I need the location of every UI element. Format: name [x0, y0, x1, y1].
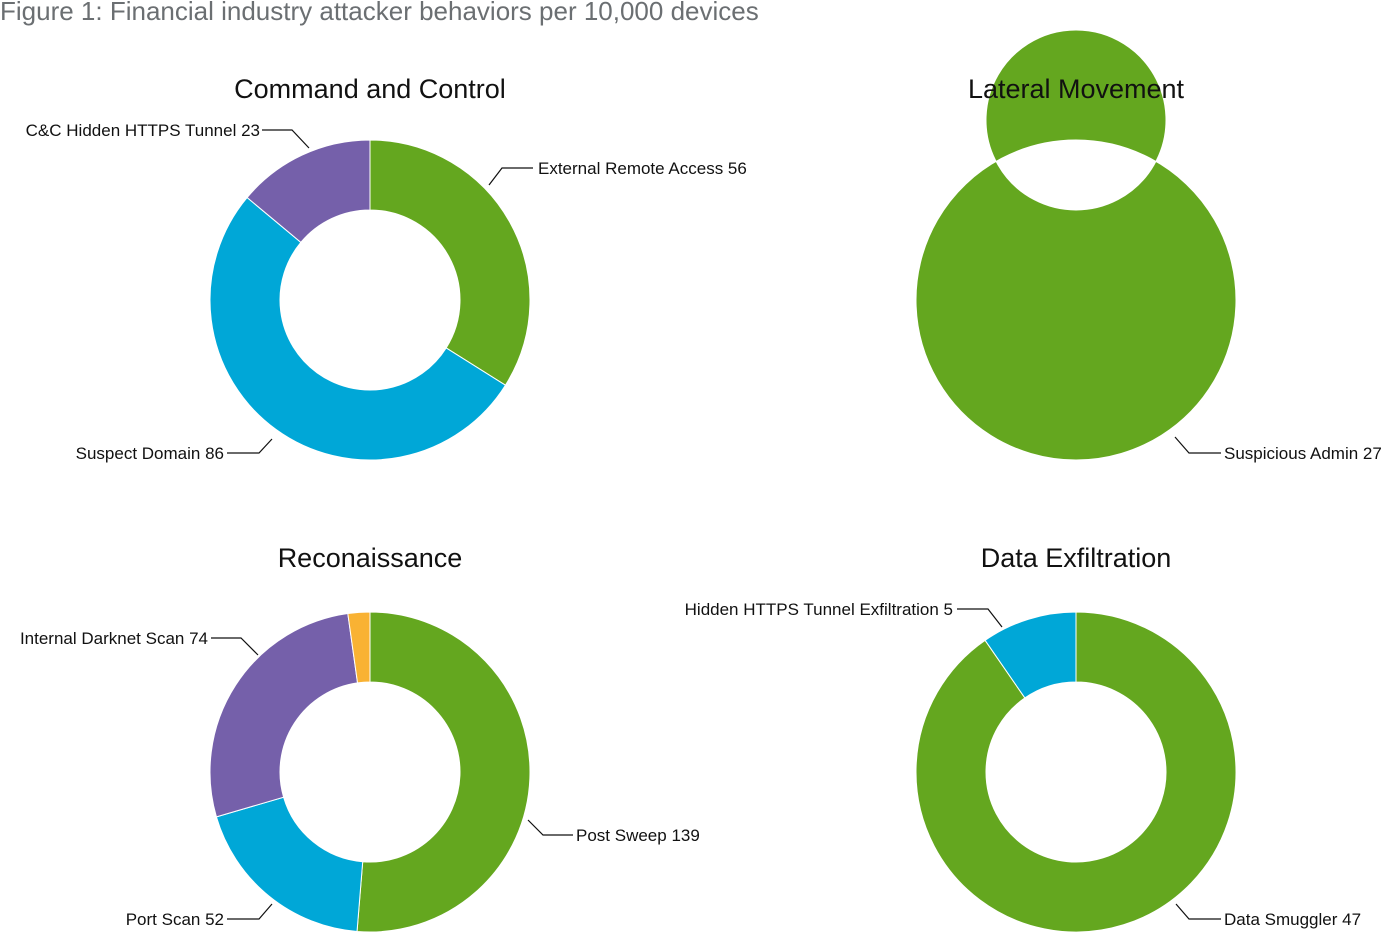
slice-label-external-remote-access: External Remote Access 56	[538, 159, 747, 178]
slice-suspect-domain	[209, 196, 507, 461]
slice-label-c-c-hidden-https-tunnel: C&C Hidden HTTPS Tunnel 23	[26, 121, 260, 140]
leader-line	[211, 637, 259, 656]
slice-internal-darknet-scan	[209, 612, 359, 818]
slice-label-hidden-https-tunnel-exfiltration: Hidden HTTPS Tunnel Exfiltration 5	[685, 600, 953, 619]
slice-label-internal-darknet-scan: Internal Darknet Scan 74	[20, 629, 208, 648]
chart-title: Lateral Movement	[968, 74, 1185, 104]
leader-line	[527, 819, 573, 836]
leader-line	[488, 167, 533, 186]
figure-title: Figure 1: Financial industry attacker be…	[0, 0, 759, 26]
leader-line	[227, 438, 273, 454]
slice-unlabeled-3	[347, 611, 371, 684]
slice-port-scan	[215, 796, 364, 933]
donut-chart-data-exfiltration: Data Exfiltration Data Smuggler 47 Hidden …	[685, 543, 1361, 933]
leader-line	[1174, 436, 1221, 454]
slice-label-post-sweep: Post Sweep 139	[576, 826, 700, 845]
leader-line	[1175, 903, 1221, 920]
slice-external-remote-access	[369, 139, 531, 386]
chart-title: Reconaissance	[278, 543, 463, 573]
leader-line	[262, 129, 310, 149]
slice-label-suspicious-admin: Suspicious Admin 27	[1224, 444, 1382, 463]
slice-post-sweep	[356, 611, 531, 933]
slice-suspicious-admin	[915, 29, 1237, 461]
chart-title: Data Exfiltration	[981, 543, 1172, 573]
donut-chart-reconaissance: Reconaissance Post Sweep 139 Port Scan 52 I…	[20, 543, 700, 933]
donut-chart-lateral-movement: Lateral Movement Suspicious Admin 27	[915, 29, 1382, 463]
slice-label-data-smuggler: Data Smuggler 47	[1224, 910, 1361, 929]
chart-title: Command and Control	[234, 74, 506, 104]
slice-data-smuggler	[915, 611, 1237, 933]
slice-c-c-hidden-https-tunnel	[246, 139, 371, 244]
slice-hidden-https-tunnel-exfiltration	[984, 611, 1077, 699]
leader-line	[957, 608, 1003, 628]
donut-chart-command-and-control: Command and Control External Remote Acces…	[26, 74, 747, 463]
slice-label-suspect-domain: Suspect Domain 86	[76, 444, 224, 463]
leader-line	[227, 903, 273, 920]
slice-label-port-scan: Port Scan 52	[126, 910, 224, 929]
